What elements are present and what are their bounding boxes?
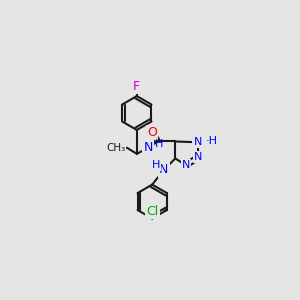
Text: F: F [133,80,140,92]
Text: N: N [159,164,168,176]
Text: H: H [152,160,160,170]
Text: H: H [155,139,164,149]
Text: Cl: Cl [146,205,158,218]
Text: O: O [147,126,157,139]
Text: CH₃: CH₃ [106,143,125,153]
Text: ·H: ·H [206,136,218,146]
Text: N: N [194,152,202,162]
Text: N: N [194,137,202,147]
Text: N: N [182,160,190,170]
Text: N: N [144,141,153,154]
